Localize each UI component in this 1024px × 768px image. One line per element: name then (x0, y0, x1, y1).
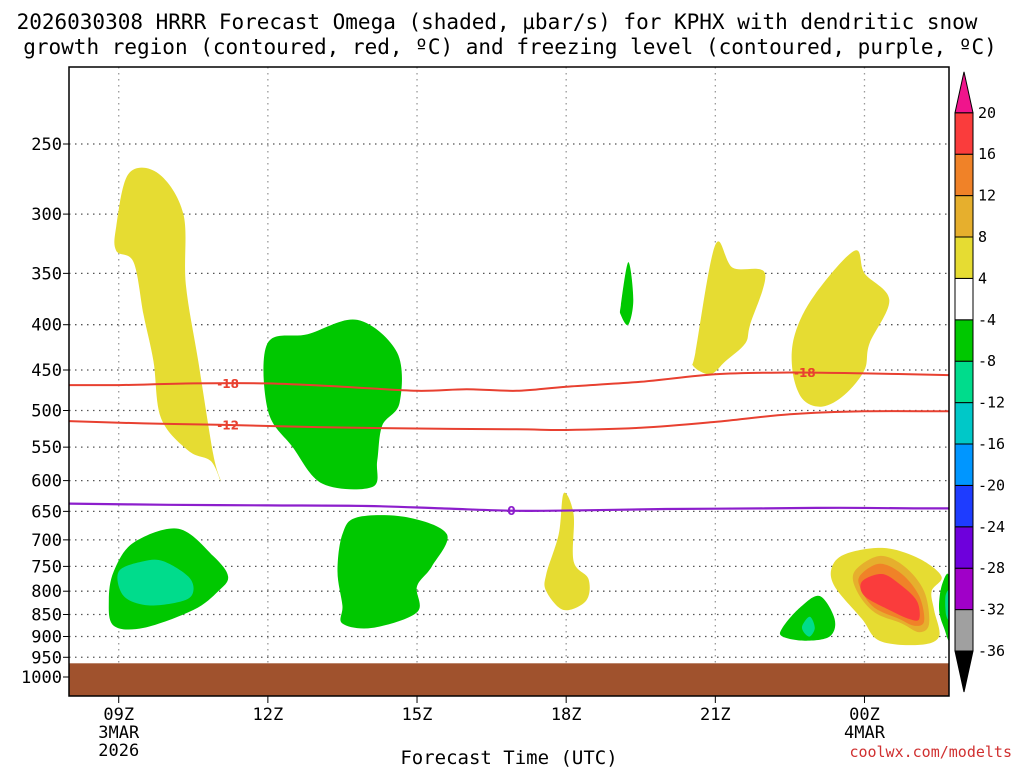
y-tick-label: 400 (31, 316, 62, 336)
contour-label: 0 (507, 504, 515, 518)
colorbar-over-triangle (954, 71, 974, 114)
colorbar-swatch (954, 567, 974, 611)
omega-region-sink-0900-core (117, 559, 194, 606)
x-tick-label: 2026 (98, 741, 139, 761)
omega-region-rise-0000-core (860, 573, 920, 621)
colorbar-tick-label: 16 (978, 145, 996, 163)
colorbar-tick-label: -24 (978, 518, 1005, 536)
colorbar-tick-label: 20 (978, 104, 996, 122)
y-tick-label: 700 (31, 531, 62, 551)
y-tick-label: 500 (31, 402, 62, 422)
contour-label: -12 (217, 419, 239, 433)
y-tick-label: 900 (31, 627, 62, 647)
colorbar-tick-label: -8 (978, 352, 996, 370)
omega-region-rise-0900-upper (114, 167, 221, 481)
colorbar-swatch (954, 526, 974, 569)
colorbar-swatch (954, 609, 974, 652)
contour-dgz--12 (69, 410, 949, 432)
colorbar-swatch (954, 360, 974, 404)
colorbar-tick-label: -32 (978, 601, 1005, 619)
contour-freezing-0 (69, 502, 949, 512)
x-tick-label: 18Z (551, 705, 582, 725)
y-tick-label: 750 (31, 557, 62, 577)
colorbar: -36 -32 -28 -24 -20 -16 -12 -8 -4 4 8 12 16 20 (954, 71, 1005, 693)
y-tick-label: 300 (31, 205, 62, 225)
y-tick-label: 650 (31, 502, 62, 522)
colorbar-swatch (954, 153, 974, 197)
y-tick-label: 1000 (21, 668, 62, 688)
omega-region-rise-1800-low (544, 492, 590, 611)
y-tick-label: 550 (31, 438, 62, 458)
omega-region-rise-2300-upper (791, 250, 890, 407)
y-axis: 2503003504004505005506006507007508008509… (21, 135, 69, 688)
y-tick-label: 350 (31, 264, 62, 284)
colorbar-tick-label: -36 (978, 642, 1005, 660)
y-tick-label: 950 (31, 648, 62, 668)
colorbar-tick-label: -12 (978, 394, 1005, 412)
omega-region-sink-2300-core (801, 616, 815, 637)
colorbar-tick-label: -20 (978, 476, 1005, 494)
omega-region-rise-2100-upper (691, 241, 766, 375)
y-tick-label: 600 (31, 472, 62, 492)
credit-text[interactable]: coolwx.com/modelts (849, 743, 1012, 761)
x-tick-label: 21Z (700, 705, 731, 725)
x-tick-label: 09Z (103, 705, 134, 725)
chart-title-line-1: 2026030308 HRRR Forecast Omega (shaded, … (17, 10, 978, 34)
surface-layer (69, 663, 949, 696)
colorbar-tick-label: 8 (978, 228, 987, 246)
omega-region-sink-0100-edge-core (945, 589, 949, 621)
colorbar-swatch (954, 402, 974, 445)
chart-title-line-2: growth region (contoured, red, ºC) and f… (23, 35, 997, 59)
colorbar-swatch (954, 443, 974, 486)
below-ground-band (69, 663, 949, 696)
colorbar-tick-label: 12 (978, 187, 996, 205)
y-tick-label: 850 (31, 606, 62, 626)
x-tick-label: 3MAR (98, 723, 140, 743)
y-tick-label: 450 (31, 361, 62, 381)
colorbar-tick-label: -4 (978, 311, 996, 329)
colorbar-swatch (954, 236, 974, 279)
omega-region-sink-0100-edge (938, 573, 949, 642)
colorbar-tick-label: 4 (978, 269, 987, 287)
contour-label: -18 (794, 366, 816, 380)
colorbar-swatch (954, 484, 974, 528)
x-tick-label: 00Z (849, 705, 880, 725)
colorbar-swatch (954, 112, 974, 155)
x-tick-label: 12Z (253, 705, 284, 725)
contour-label: -18 (217, 377, 239, 391)
omega-shading (108, 167, 949, 646)
y-tick-label: 250 (31, 135, 62, 155)
colorbar-swatch (954, 319, 974, 362)
x-axis-title: Forecast Time (UTC) (400, 747, 617, 768)
colorbar-tick-label: -16 (978, 435, 1005, 453)
x-tick-label: 4MAR (844, 723, 886, 743)
omega-region-sink-1400-low (337, 515, 448, 629)
x-tick-label: 15Z (402, 705, 433, 725)
y-tick-label: 800 (31, 582, 62, 602)
colorbar-swatch (954, 195, 974, 238)
colorbar-tick-label: -28 (978, 559, 1005, 577)
plot-frame (68, 66, 950, 697)
omega-region-sink-1300-mid (263, 319, 402, 490)
contour-lines: -18 -12 0 -18 (69, 366, 949, 518)
colorbar-swatch (954, 277, 974, 321)
omega-region-sink-1900-small (619, 262, 634, 326)
contour-dgz--18 (69, 371, 949, 392)
colorbar-under-triangle (954, 650, 974, 693)
